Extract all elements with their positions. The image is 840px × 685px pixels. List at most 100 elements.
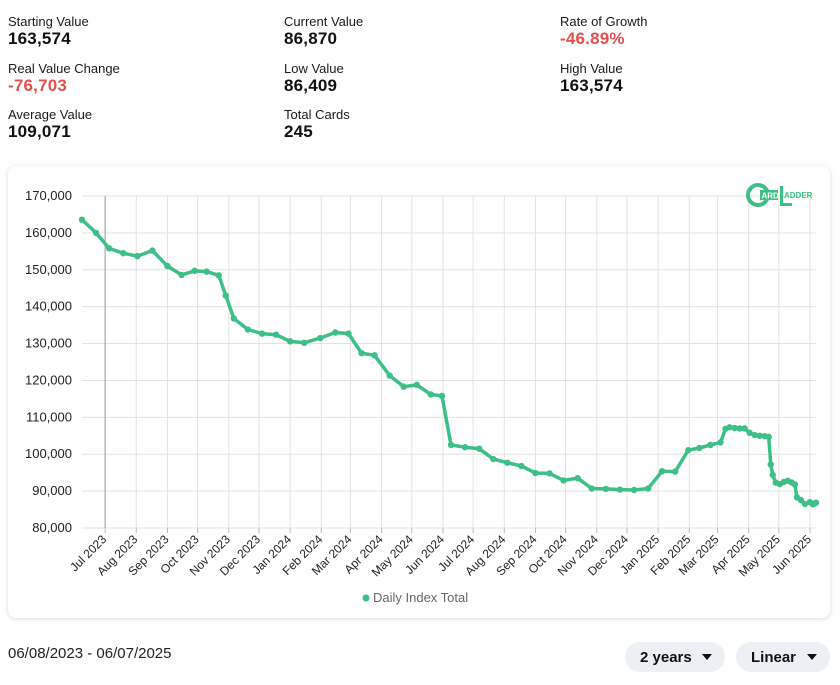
stat-label: Starting Value <box>8 14 89 29</box>
stat-label: Current Value <box>284 14 364 29</box>
y-tick-label: 120,000 <box>25 372 72 387</box>
data-point <box>164 262 171 270</box>
stat-value: -76,703 <box>8 76 68 95</box>
stat-value: 163,574 <box>8 29 71 48</box>
period-select[interactable]: 2 years <box>625 642 725 672</box>
stat-value: 163,574 <box>560 76 623 95</box>
card-ladder-logo: ARD ADDER <box>746 182 816 208</box>
data-point <box>791 481 799 488</box>
data-point <box>120 249 127 257</box>
data-point <box>400 383 407 390</box>
data-point <box>438 392 446 400</box>
stat-label: Total Cards <box>284 107 350 122</box>
data-point <box>92 229 100 237</box>
data-point <box>203 268 210 275</box>
data-point <box>717 439 724 446</box>
data-point <box>78 216 86 223</box>
data-point <box>707 441 714 449</box>
period-select-value: 2 years <box>640 648 692 666</box>
data-point <box>532 469 539 477</box>
chevron-down-icon <box>702 654 712 660</box>
data-point <box>447 441 455 449</box>
data-point <box>746 429 753 437</box>
y-tick-label: 170,000 <box>25 188 72 203</box>
data-point <box>504 459 511 466</box>
data-point <box>644 485 652 492</box>
data-point <box>244 326 252 333</box>
data-point <box>258 330 266 337</box>
data-point <box>630 486 638 494</box>
data-point <box>767 461 774 468</box>
stats-panel: Starting Value 163,574 Current Value 86,… <box>8 14 828 144</box>
data-point <box>751 431 758 439</box>
data-point <box>658 467 666 475</box>
logo-text: ARD <box>762 192 780 201</box>
data-point <box>230 315 238 322</box>
data-point <box>386 372 393 379</box>
scale-select-value: Linear <box>751 648 797 666</box>
data-point <box>812 499 820 506</box>
chevron-down-icon <box>807 654 817 660</box>
line-chart[interactable]: 170,000 160,000 150,000 140,000 130,000 120,0… <box>8 166 830 618</box>
stat-value: 245 <box>284 122 313 141</box>
data-point <box>427 391 435 398</box>
data-point <box>602 485 610 493</box>
stat-starting-value: Starting Value 163,574 <box>8 14 268 49</box>
stat-high-value: High Value 163,574 <box>560 61 820 96</box>
y-tick-label: 160,000 <box>25 225 72 240</box>
y-tick-label: 150,000 <box>25 262 72 277</box>
date-range-label: 06/08/2023 - 06/07/2025 <box>8 645 172 662</box>
data-point <box>685 446 692 454</box>
data-point <box>191 267 198 275</box>
data-point <box>332 329 339 336</box>
stat-current-value: Current Value 86,870 <box>284 14 544 49</box>
stat-value: 86,409 <box>284 76 338 95</box>
stat-label: High Value <box>560 61 623 76</box>
stat-rate-of-growth: Rate of Growth -46.89% <box>560 14 820 49</box>
data-point <box>134 252 141 260</box>
logo-icon: ARD ADDER <box>746 183 813 207</box>
data-point <box>105 245 113 252</box>
data-point <box>490 455 497 463</box>
data-point <box>574 475 581 482</box>
stat-low-value: Low Value 86,409 <box>284 61 544 96</box>
data-point <box>475 445 483 452</box>
data-point <box>546 470 553 477</box>
y-tick-label: 100,000 <box>25 446 72 461</box>
stat-label: Average Value <box>8 107 93 122</box>
logo-text-2: ADDER <box>784 191 813 200</box>
data-point <box>413 381 421 389</box>
data-point <box>616 486 624 493</box>
stat-average-value: Average Value 109,071 <box>8 107 268 142</box>
data-point <box>272 331 280 338</box>
stat-label: Real Value Change <box>8 61 120 76</box>
data-point <box>769 471 776 479</box>
data-point <box>286 338 294 345</box>
y-tick-label: 80,000 <box>32 520 72 535</box>
data-point <box>696 444 703 452</box>
data-point <box>672 468 679 475</box>
stat-real-value-change: Real Value Change -76,703 <box>8 61 268 96</box>
data-point <box>588 485 595 492</box>
data-point <box>765 433 772 441</box>
stat-label: Rate of Growth <box>560 14 648 29</box>
y-tick-label: 90,000 <box>32 483 72 498</box>
y-tick-label: 140,000 <box>25 299 72 314</box>
legend-marker <box>362 594 370 602</box>
y-tick-label: 130,000 <box>25 336 72 351</box>
data-point <box>358 349 365 357</box>
data-point <box>301 339 308 347</box>
data-point <box>345 330 352 337</box>
scale-select[interactable]: Linear <box>736 642 830 672</box>
stat-value: 109,071 <box>8 122 71 141</box>
stat-label: Low Value <box>284 61 344 76</box>
data-point <box>317 334 324 342</box>
data-point <box>797 496 805 504</box>
data-point <box>461 444 469 451</box>
data-point <box>560 477 567 484</box>
data-point <box>741 425 748 432</box>
chart-card: 170,000 160,000 150,000 140,000 130,000 120,0… <box>8 166 830 618</box>
y-tick-label: 110,000 <box>26 409 72 424</box>
data-point <box>149 247 156 254</box>
data-point <box>371 352 378 359</box>
